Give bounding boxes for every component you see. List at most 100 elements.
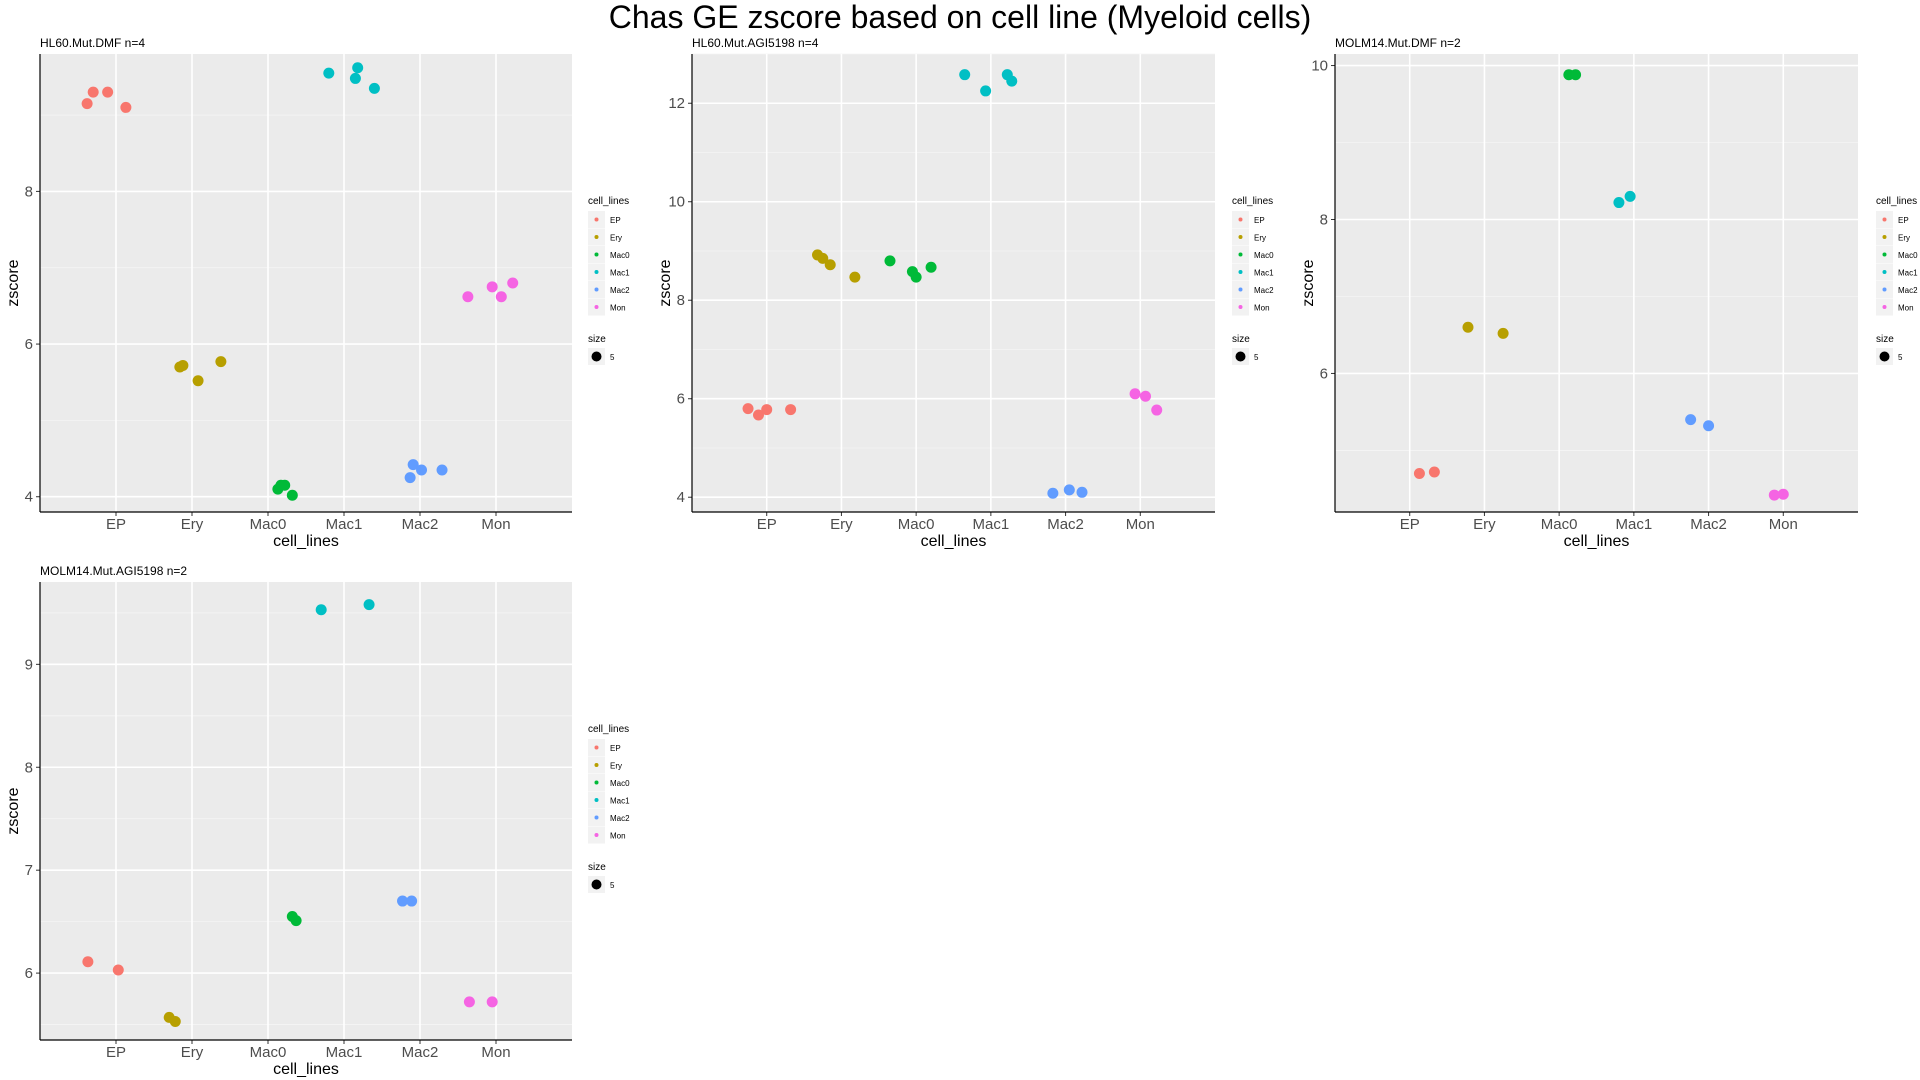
legend-swatch [1238,270,1243,274]
x-tick-label: Mac0 [250,516,287,533]
x-tick-label: EP [757,516,777,533]
data-point-mon [486,996,498,1008]
data-point-ery [817,252,829,264]
legend-swatch [1238,235,1243,239]
x-tick-label: Ery [1473,516,1496,533]
data-point-mac2 [436,464,448,476]
data-point-mac2 [416,464,428,476]
legend-item-label: Ery [610,234,622,243]
data-point-mac1 [368,82,380,94]
data-point-ery [1497,327,1509,339]
plot-background [40,54,572,512]
data-point-mac2 [404,472,416,484]
data-point-mac2 [397,895,409,907]
legend-item-label: Mon [1898,304,1914,313]
legend-item-label: Mac1 [1254,269,1274,278]
legend-swatch [594,252,599,257]
data-point-mac0 [279,479,291,491]
y-tick-label: 10 [1311,58,1328,75]
x-tick-label: Mac2 [402,516,439,533]
y-tick-label: 10 [668,194,685,211]
x-axis-title: cell_lines [273,1061,339,1078]
y-tick-label: 12 [668,95,685,112]
y-tick-label: 6 [1320,365,1328,382]
legend-swatch [1882,235,1887,239]
data-point-mac1 [980,85,992,97]
data-point-mac1 [1006,75,1018,87]
legend-size-label: 5 [610,353,615,362]
legend-swatch [1238,217,1243,222]
data-point-ery [192,375,204,387]
data-point-mac2 [1685,414,1697,426]
data-point-mac1 [363,599,375,611]
panel-title: MOLM14.Mut.AGI5198 n=2 [40,564,187,578]
data-point-mon [1151,404,1163,416]
y-tick-label: 9 [25,656,33,673]
legend-item-label: Mon [1254,304,1270,313]
data-point-mac2 [407,459,419,471]
data-point-ep [1428,466,1440,478]
legend-size-label: 5 [1254,353,1259,362]
data-point-mac2 [1047,487,1059,499]
data-point-ery [849,271,861,283]
data-point-ep [1413,468,1425,480]
data-point-ep [120,101,132,113]
panel-1: 4 6 8 EP Ery Mac0 Mac1 Mac2 Mon HL60.Mut.DMF n=4 c… [5,36,630,550]
data-point-mac2 [1063,484,1075,496]
plot-background [40,582,572,1040]
legend-item-label: Ery [1254,234,1266,243]
x-tick-label: Mac0 [1541,516,1578,533]
data-point-mac0 [290,915,302,927]
data-point-mac1 [1624,190,1636,202]
panel-3: 6 8 10 EP Ery Mac0 Mac1 Mac2 Mon MOLM14.Mut.DMF n… [1300,36,1918,550]
data-point-mon [495,291,507,303]
panel-title: MOLM14.Mut.DMF n=2 [1335,36,1461,50]
data-point-mon [507,277,519,289]
x-tick-label: Mon [481,516,510,533]
x-axis-title: cell_lines [273,533,339,550]
x-axis-title: cell_lines [921,533,987,550]
x-tick-label: Mac1 [326,516,363,533]
data-point-mac1 [1613,197,1625,209]
panel-title: HL60.Mut.DMF n=4 [40,36,145,50]
y-tick-label: 8 [677,292,685,309]
data-point-ery [215,356,227,368]
x-tick-label: Mon [1769,516,1798,533]
data-point-ery [177,359,189,371]
x-tick-label: Mac2 [1047,516,1084,533]
legend-swatch [594,833,599,837]
legend-size-swatch [1235,351,1246,362]
legend-size-title: size [1876,334,1894,345]
legend-item-label: Mac0 [610,251,630,260]
legend-swatch [594,270,599,274]
y-tick-label: 7 [25,862,33,879]
legend-item-label: Mon [610,832,626,841]
data-point-ep [87,86,99,98]
legend-swatch [594,217,599,222]
legend-swatch [594,287,599,292]
legend-item-label: Mac1 [1898,269,1918,278]
data-point-mac1 [349,72,361,84]
legend-item-label: Ery [610,762,622,771]
legend-swatch [594,745,599,750]
x-tick-label: Mac0 [250,1044,287,1061]
x-axis-title: cell_lines [1564,533,1630,550]
data-point-mac0 [925,261,937,273]
data-point-mon [1140,390,1152,402]
legend-swatch [1238,252,1243,257]
data-point-mac2 [1076,486,1088,498]
y-tick-label: 8 [25,183,33,200]
figure-title: Chas GE zscore based on cell line (Myelo… [608,0,1312,35]
y-axis-title: zscore [657,259,674,306]
x-tick-label: Mac0 [898,516,935,533]
data-point-ep [81,98,93,110]
legend-item-label: EP [610,744,621,753]
y-tick-label: 8 [25,759,33,776]
legend-item-label: Mac2 [1898,286,1918,295]
legend-size-title: size [588,334,606,345]
plot-background [1335,54,1858,512]
data-point-mac0 [286,489,298,501]
panel-2: 4 6 8 10 12 EP Ery Mac0 Mac1 Mac2 Mon HL60.Mut.AGI5… [657,36,1274,550]
legend-swatch [594,798,599,802]
